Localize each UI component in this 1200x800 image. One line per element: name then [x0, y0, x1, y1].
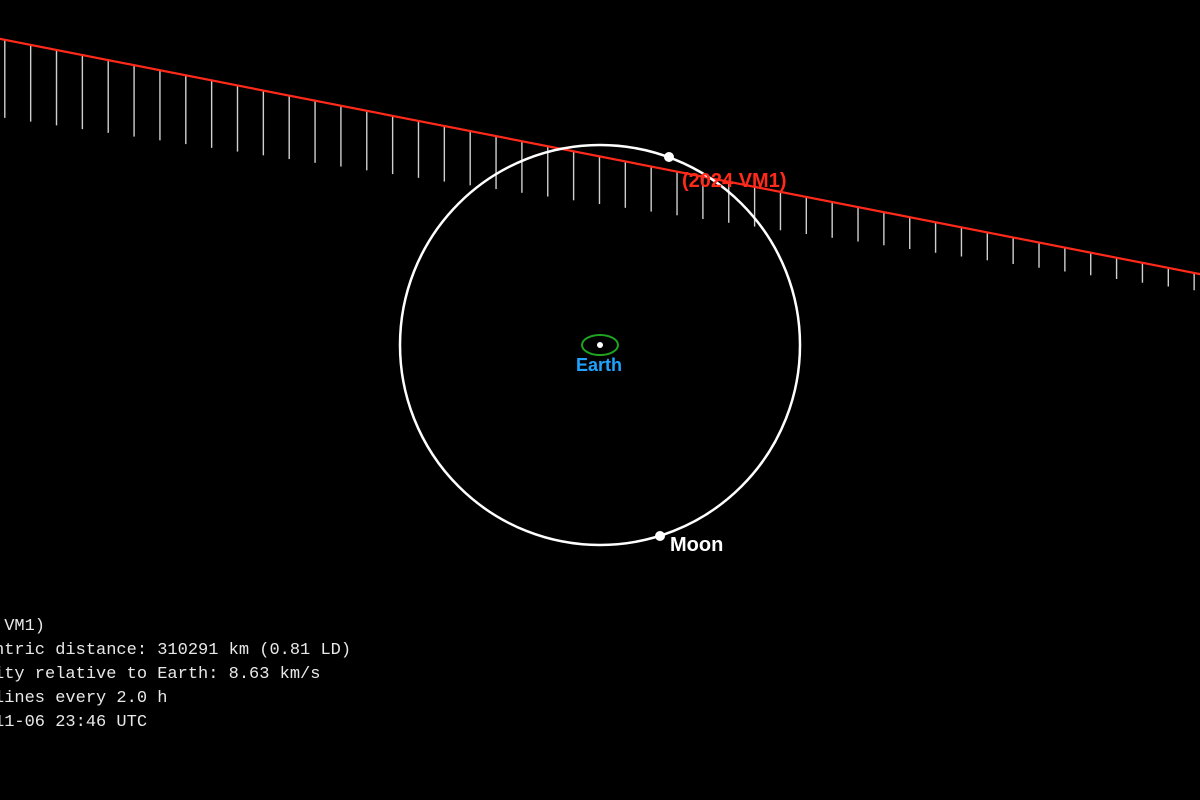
moon-label: Moon — [670, 534, 723, 557]
asteroid-dot — [664, 152, 674, 162]
earth-label: Earth — [576, 355, 622, 376]
asteroid-label: (2024 VM1) — [682, 170, 787, 193]
info-panel: VM1) ntric distance: 310291 km (0.81 LD)… — [0, 615, 351, 735]
moon-dot — [655, 531, 665, 541]
earth-dot — [597, 342, 603, 348]
orbit-diagram-stage: (2024 VM1) Earth Moon VM1) ntric distanc… — [0, 0, 1200, 800]
asteroid-trajectory-line — [0, 35, 1200, 278]
